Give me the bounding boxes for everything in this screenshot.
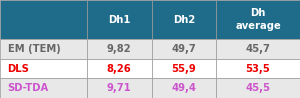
Text: DLS: DLS <box>8 64 29 74</box>
Text: SD-TDA: SD-TDA <box>8 83 49 93</box>
Bar <box>216 0 300 39</box>
Bar <box>87 78 152 98</box>
Text: Dh1: Dh1 <box>108 15 130 25</box>
Bar <box>0 0 87 39</box>
Text: 8,26: 8,26 <box>107 64 132 74</box>
Text: Dh
average: Dh average <box>235 8 281 31</box>
Text: 49,4: 49,4 <box>171 83 196 93</box>
Text: 9,71: 9,71 <box>107 83 132 93</box>
Bar <box>87 39 152 59</box>
Bar <box>216 59 300 78</box>
Text: 45,7: 45,7 <box>246 44 270 54</box>
Text: 55,9: 55,9 <box>171 64 196 74</box>
Bar <box>0 78 87 98</box>
Bar <box>0 39 87 59</box>
Bar <box>216 39 300 59</box>
Text: 53,5: 53,5 <box>246 64 270 74</box>
Bar <box>216 78 300 98</box>
Text: 49,7: 49,7 <box>171 44 196 54</box>
Bar <box>87 0 152 39</box>
Bar <box>152 78 216 98</box>
Text: 45,5: 45,5 <box>245 83 271 93</box>
Bar <box>152 0 216 39</box>
Bar <box>0 59 87 78</box>
Bar <box>152 59 216 78</box>
Bar <box>152 39 216 59</box>
Text: EM (TEM): EM (TEM) <box>8 44 60 54</box>
Text: Dh2: Dh2 <box>172 15 195 25</box>
Text: 9,82: 9,82 <box>107 44 132 54</box>
Bar <box>87 59 152 78</box>
